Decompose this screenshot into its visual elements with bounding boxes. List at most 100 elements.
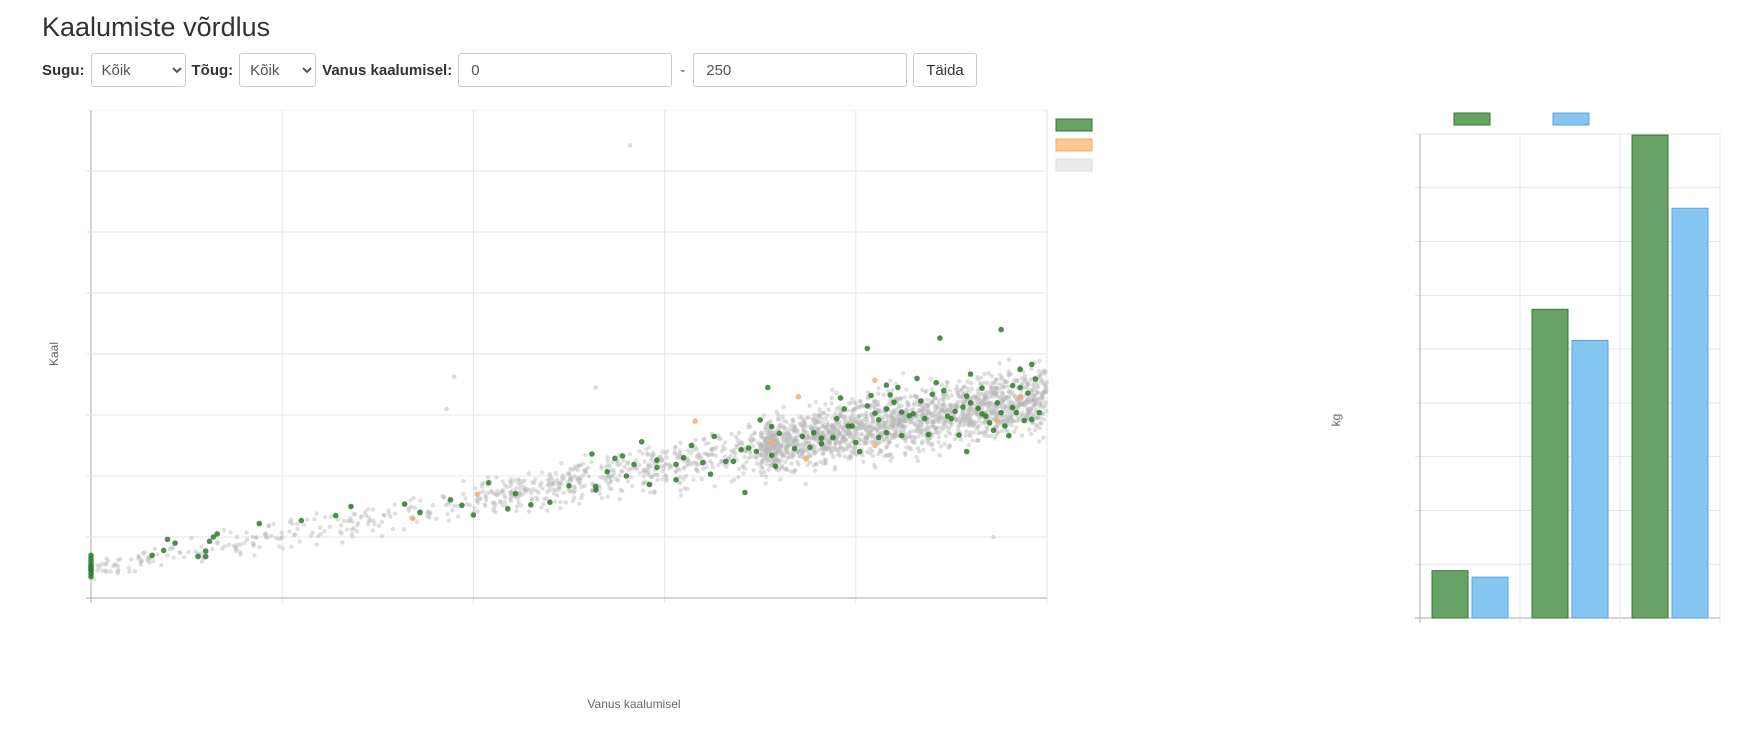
eesti-point — [840, 429, 845, 434]
eesti-point — [637, 470, 643, 476]
eesti-point — [993, 386, 999, 391]
eesti-point — [760, 435, 765, 440]
eesti-point — [628, 475, 633, 480]
eesti-point — [873, 406, 878, 412]
eesti-point — [845, 443, 850, 449]
eesti-point — [808, 452, 813, 458]
eesti-point — [967, 433, 972, 438]
eesti-point — [740, 441, 745, 447]
eesti-point — [672, 451, 678, 456]
eesti-point — [494, 492, 499, 497]
ba-point — [256, 520, 263, 527]
age-from-input[interactable] — [458, 53, 673, 87]
eesti-point — [919, 422, 925, 428]
eesti-point — [1010, 400, 1015, 405]
eesti-point — [637, 462, 642, 468]
eesti-point — [945, 408, 950, 413]
fill-button[interactable]: Täida — [913, 53, 977, 87]
eesti-point — [972, 399, 978, 404]
eesti-point — [716, 462, 721, 468]
eesti-point — [1030, 397, 1036, 402]
eesti-point — [597, 486, 603, 491]
eesti-point — [707, 459, 713, 464]
ba-point — [214, 531, 220, 537]
sex-select[interactable]: Kõik — [90, 53, 186, 87]
eesti-point — [641, 480, 646, 486]
eesti-point — [958, 395, 964, 400]
eesti-point — [966, 389, 972, 394]
eesti-point — [363, 509, 368, 515]
eesti-point — [1035, 416, 1040, 421]
eesti-point — [888, 452, 893, 457]
eesti-point — [989, 381, 995, 387]
eesti-point — [508, 489, 514, 495]
eesti-point — [1003, 394, 1009, 399]
eesti-point — [829, 395, 834, 401]
eesti-point — [798, 442, 803, 447]
eesti-point — [1004, 395, 1009, 400]
eesti-point — [816, 426, 822, 431]
eesti-point — [853, 401, 858, 406]
eesti-point — [992, 412, 998, 417]
eesti-point — [262, 532, 267, 537]
ba-point — [875, 434, 882, 441]
eesti-point — [716, 436, 721, 441]
eesti-point — [1007, 372, 1012, 377]
eesti-point — [930, 398, 936, 403]
eesti-point — [965, 412, 970, 417]
eesti-point — [899, 423, 905, 429]
eesti-point — [950, 404, 955, 410]
eesti-point — [806, 440, 811, 445]
eesti-point — [280, 546, 286, 551]
eesti-point — [926, 409, 931, 414]
eesti-point — [932, 419, 937, 424]
eesti-point — [759, 460, 764, 466]
eesti-point — [758, 442, 763, 448]
eesti-point — [874, 427, 880, 432]
eesti-point — [1009, 415, 1014, 420]
eesti-point — [626, 467, 631, 472]
eesti-point — [663, 451, 668, 456]
eesti-point — [843, 440, 848, 446]
eesti-point — [630, 484, 635, 489]
eesti-point — [925, 402, 931, 407]
eesti-point — [737, 440, 742, 445]
ba-point — [933, 379, 939, 386]
eesti-point — [310, 530, 315, 535]
eesti-point — [912, 422, 918, 427]
eesti-point — [789, 453, 794, 458]
eesti-point — [778, 465, 783, 470]
eesti-point — [848, 453, 854, 459]
eesti-point — [210, 547, 215, 552]
age-to-input[interactable] — [693, 53, 908, 87]
eesti-point — [960, 417, 965, 422]
eesti-point — [963, 419, 968, 424]
eesti-point — [1017, 401, 1022, 406]
eesti-point — [774, 454, 779, 460]
ba-point — [818, 440, 825, 447]
eesti-point — [618, 462, 623, 467]
eesti-point — [821, 461, 826, 466]
eesti-point — [355, 520, 361, 526]
eesti-point — [1020, 410, 1025, 415]
eesti-point — [812, 444, 818, 450]
eesti-point — [1028, 407, 1034, 412]
eesti-point — [297, 539, 302, 544]
eesti-point — [963, 421, 968, 426]
eesti-point — [295, 521, 300, 526]
eesti-point — [941, 398, 946, 403]
eesti-point — [810, 435, 815, 440]
eesti-point — [568, 478, 573, 483]
eesti-point — [836, 431, 842, 437]
eesti-point — [265, 535, 270, 540]
eesti-point — [719, 458, 724, 463]
eesti-point — [189, 535, 194, 541]
eesti-point — [811, 463, 816, 468]
eesti-point — [959, 410, 964, 416]
eesti-point — [840, 445, 845, 451]
eesti-point — [875, 399, 881, 405]
breed-select[interactable]: Kõik — [239, 53, 317, 87]
eesti-point — [660, 457, 665, 462]
eesti-point — [351, 525, 356, 531]
eesti-point — [889, 422, 895, 427]
